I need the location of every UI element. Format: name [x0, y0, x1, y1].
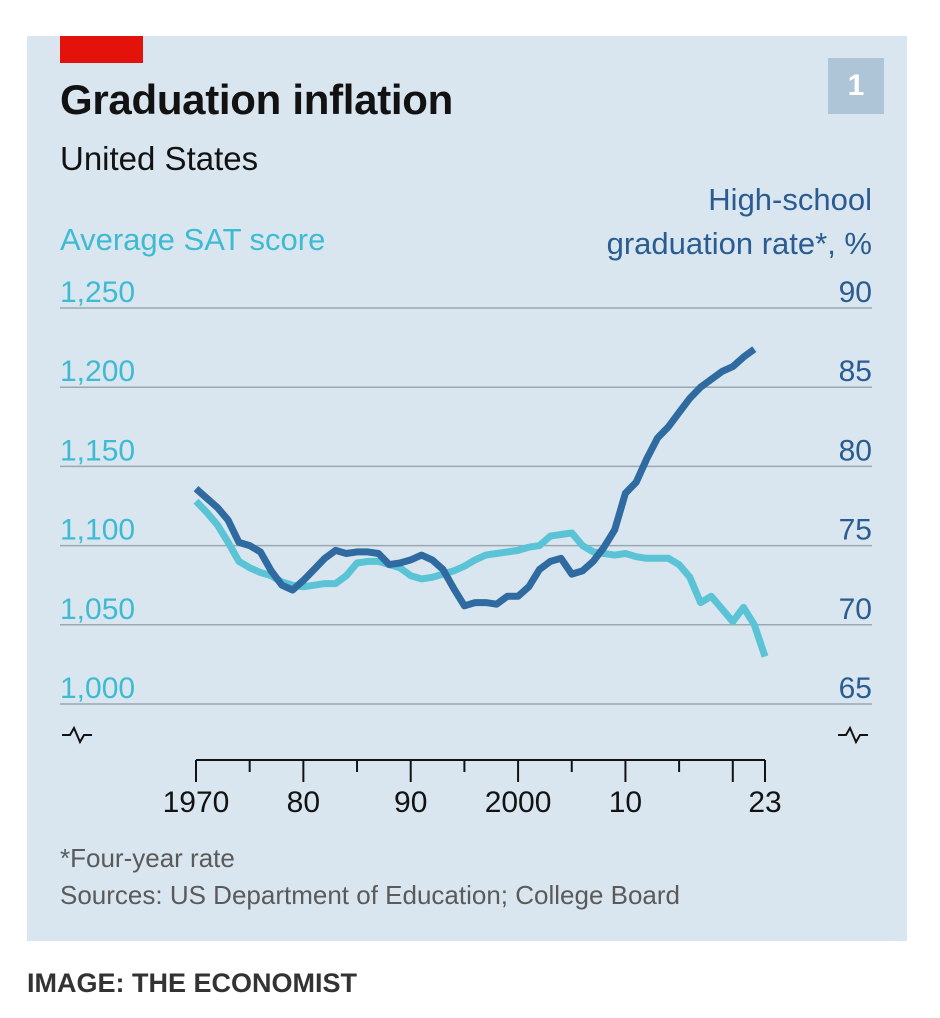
left-tick-label: 1,000: [60, 672, 135, 705]
left-axis-break-icon: [62, 725, 92, 745]
graduation-rate-line: [193, 346, 757, 610]
x-tick-label: 2000: [485, 786, 552, 819]
right-tick-label: 80: [839, 434, 872, 467]
left-tick-label: 1,250: [60, 276, 135, 309]
chart-subtitle: United States: [60, 140, 259, 177]
sources-note: Sources: US Department of Education; Col…: [60, 880, 681, 910]
x-tick-label: 10: [609, 786, 642, 819]
brand-red-tag: [60, 36, 143, 63]
sat-score-line: [193, 498, 769, 658]
right-tick-label: 75: [839, 514, 872, 547]
right-tick-label: 70: [839, 593, 872, 626]
right-axis-title-line1: High-school: [708, 182, 872, 217]
right-tick-label: 85: [839, 355, 872, 388]
left-tick-label: 1,150: [60, 434, 135, 467]
right-tick-label: 65: [839, 672, 872, 705]
right-tick-label: 90: [839, 276, 872, 309]
right-axis-title: High-school graduation rate*, %: [607, 178, 872, 266]
x-tick-label: 23: [748, 786, 781, 819]
footnote: *Four-year rate: [60, 843, 235, 873]
x-tick-label: 80: [287, 786, 320, 819]
right-axis-break-icon: [838, 725, 868, 745]
left-tick-label: 1,050: [60, 593, 135, 626]
chart-number-badge: 1: [828, 58, 884, 114]
left-tick-label: 1,200: [60, 355, 135, 388]
x-tick-label: 90: [394, 786, 427, 819]
chart-panel: [27, 36, 907, 941]
left-tick-label: 1,100: [60, 514, 135, 547]
image-credit: IMAGE: THE ECONOMIST: [27, 968, 357, 998]
left-axis-title: Average SAT score: [60, 222, 326, 257]
right-axis-title-line2: graduation rate*, %: [606, 226, 872, 261]
chart-title: Graduation inflation: [60, 76, 453, 123]
x-tick-label: 1970: [163, 786, 230, 819]
